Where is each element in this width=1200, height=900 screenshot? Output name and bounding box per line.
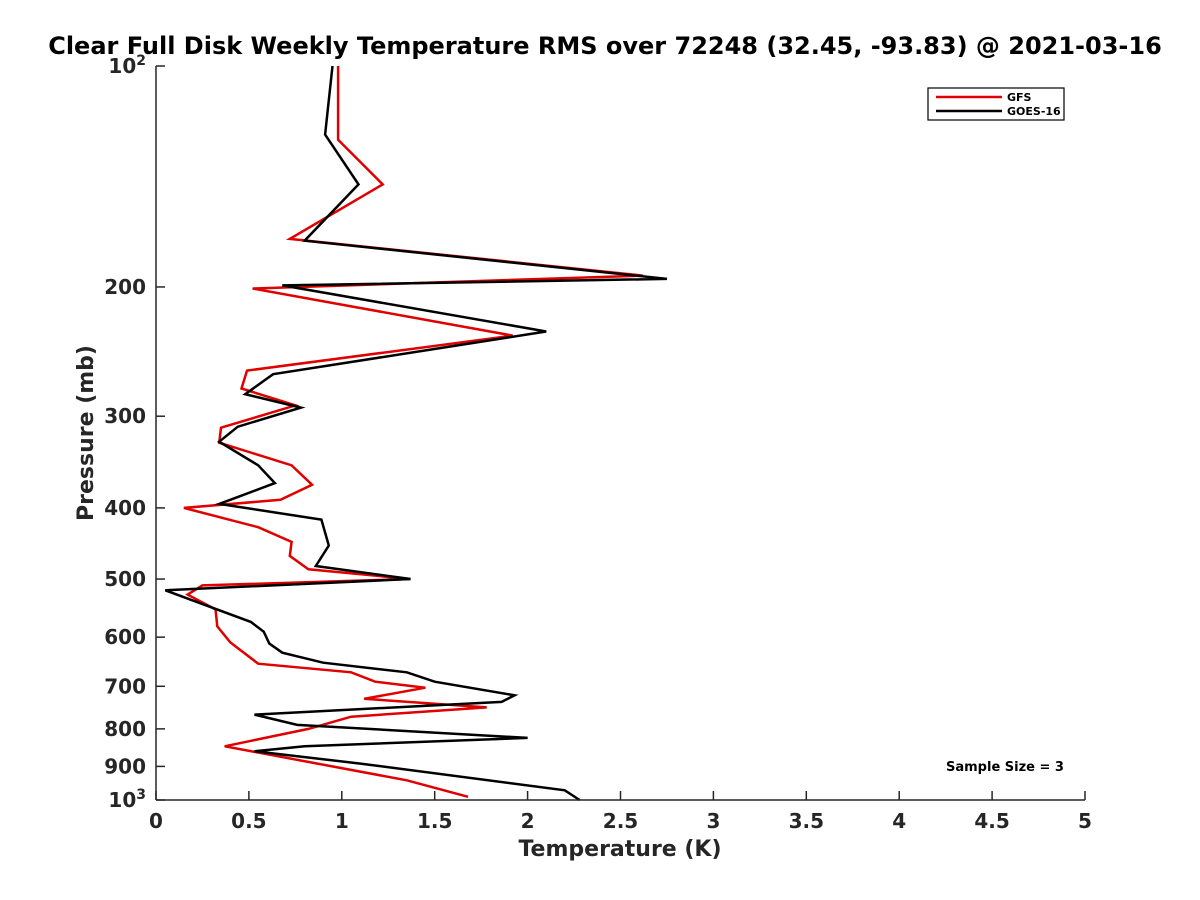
sample-size-annotation: Sample Size = 3 xyxy=(946,760,1064,775)
y-tick-label: 200 xyxy=(104,275,146,299)
x-tick-label: 4.5 xyxy=(974,809,1009,833)
x-tick-label: 2 xyxy=(521,809,535,833)
x-axis-label: Temperature (K) xyxy=(518,837,721,862)
x-tick-label: 3 xyxy=(706,809,720,833)
chart-title: Clear Full Disk Weekly Temperature RMS o… xyxy=(48,32,1162,60)
legend: GFS GOES-16 xyxy=(927,87,1065,121)
plot-lines xyxy=(164,65,668,802)
x-axis-ticks: 0 0.5 1 1.5 2 2.5 3 3.5 4 4.5 5 xyxy=(149,791,1092,833)
series-line-gfs xyxy=(183,66,643,799)
y-tick-label: 103 xyxy=(108,787,146,812)
legend-box xyxy=(927,87,1065,121)
y-axis-label: Pressure (mb) xyxy=(74,345,99,521)
x-tick-label: 3.5 xyxy=(789,809,824,833)
y-tick-label: 500 xyxy=(104,567,146,591)
series-line-goes-16 xyxy=(164,65,668,802)
y-tick-label: 102 xyxy=(108,53,146,78)
x-tick-label: 4 xyxy=(892,809,906,833)
x-tick-label: 1.5 xyxy=(417,809,452,833)
x-tick-label: 0.5 xyxy=(231,809,266,833)
y-tick-label: 900 xyxy=(104,754,146,778)
legend-label-gfs: GFS xyxy=(1007,91,1032,104)
x-tick-label: 5 xyxy=(1078,809,1092,833)
x-tick-label: 0 xyxy=(149,809,163,833)
x-tick-label: 2.5 xyxy=(603,809,638,833)
y-tick-label: 600 xyxy=(104,625,146,649)
y-tick-label: 300 xyxy=(104,404,146,428)
y-tick-label: 800 xyxy=(104,717,146,741)
y-tick-label: 700 xyxy=(104,674,146,698)
y-axis-ticks: 102 200 300 400 500 600 700 800 900 103 xyxy=(104,53,165,812)
y-tick-label: 400 xyxy=(104,496,146,520)
x-tick-label: 1 xyxy=(335,809,349,833)
legend-label-goes-16: GOES-16 xyxy=(1007,105,1061,118)
